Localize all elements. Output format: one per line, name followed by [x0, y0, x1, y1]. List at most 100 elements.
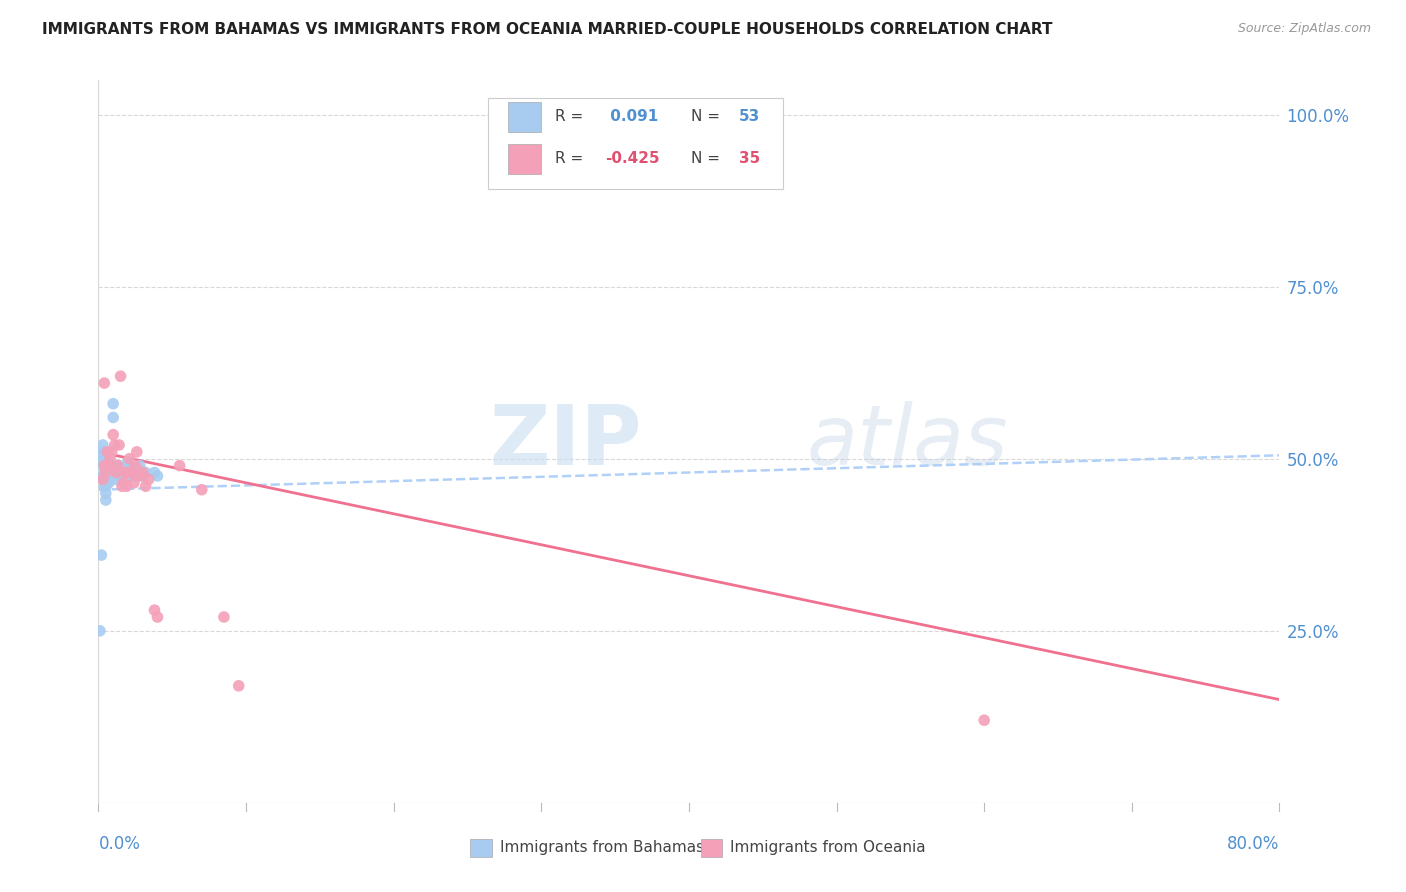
FancyBboxPatch shape [488, 98, 783, 189]
Point [107, 462, 129, 476]
Text: Source: ZipAtlas.com: Source: ZipAtlas.com [1237, 22, 1371, 36]
Point [132, 466, 155, 480]
Point [94, 466, 117, 480]
Point [91, 472, 114, 486]
Text: Immigrants from Bahamas: Immigrants from Bahamas [501, 840, 704, 855]
Text: 80.0%: 80.0% [1227, 835, 1279, 854]
Text: 53: 53 [738, 109, 759, 124]
Point [120, 466, 142, 480]
Point [143, 466, 166, 480]
Point [105, 466, 128, 480]
Point [146, 610, 169, 624]
Text: N =: N = [692, 109, 725, 124]
Point [100, 469, 122, 483]
Point [135, 466, 157, 480]
Text: atlas: atlas [807, 401, 1008, 482]
Text: 0.091: 0.091 [605, 109, 658, 124]
Point [98, 458, 121, 473]
Point [973, 713, 995, 727]
Point [110, 369, 132, 384]
Point [93, 472, 115, 486]
Point [120, 469, 142, 483]
Text: IMMIGRANTS FROM BAHAMAS VS IMMIGRANTS FROM OCEANIA MARRIED-COUPLE HOUSEHOLDS COR: IMMIGRANTS FROM BAHAMAS VS IMMIGRANTS FR… [42, 22, 1053, 37]
Point [100, 445, 122, 459]
Point [117, 455, 139, 469]
Point [89, 624, 111, 638]
Point [94, 479, 117, 493]
Point [146, 469, 169, 483]
Point [97, 458, 120, 473]
Point [122, 475, 145, 490]
FancyBboxPatch shape [508, 102, 541, 132]
Point [96, 445, 118, 459]
Point [103, 410, 125, 425]
Point [91, 445, 114, 459]
Point [105, 472, 128, 486]
Text: 35: 35 [738, 151, 759, 166]
Point [114, 458, 136, 473]
Point [93, 479, 115, 493]
Point [115, 466, 138, 480]
Text: R =: R = [555, 151, 589, 166]
Point [114, 466, 136, 480]
Text: R =: R = [555, 109, 589, 124]
Point [91, 458, 114, 473]
Point [90, 548, 112, 562]
Point [96, 466, 118, 480]
Point [169, 458, 191, 473]
Point [110, 469, 132, 483]
Point [228, 679, 250, 693]
Point [103, 427, 125, 442]
Point [104, 438, 127, 452]
Text: N =: N = [692, 151, 725, 166]
Point [93, 458, 115, 473]
Point [94, 458, 117, 473]
Point [135, 479, 157, 493]
Point [94, 466, 117, 480]
Point [100, 462, 122, 476]
Point [138, 472, 160, 486]
Point [91, 469, 114, 483]
FancyBboxPatch shape [508, 144, 541, 174]
Point [105, 466, 128, 480]
Point [93, 458, 115, 473]
FancyBboxPatch shape [471, 838, 492, 857]
Point [91, 438, 114, 452]
Point [93, 466, 115, 480]
Point [96, 472, 118, 486]
Point [94, 486, 117, 500]
Point [112, 462, 135, 476]
Point [107, 458, 129, 473]
Point [110, 462, 132, 476]
Point [98, 466, 121, 480]
Point [111, 466, 134, 480]
Point [115, 479, 138, 493]
Point [94, 493, 117, 508]
Point [124, 458, 146, 473]
Point [118, 451, 141, 466]
Point [212, 610, 235, 624]
Point [93, 376, 115, 390]
Point [97, 462, 120, 476]
Point [124, 469, 146, 483]
Point [121, 466, 143, 480]
Point [191, 483, 214, 497]
Text: Immigrants from Oceania: Immigrants from Oceania [730, 840, 927, 855]
Point [93, 451, 115, 466]
Point [112, 475, 135, 490]
Point [117, 462, 139, 476]
Point [91, 451, 114, 466]
Point [111, 479, 134, 493]
Point [107, 469, 129, 483]
Point [97, 455, 120, 469]
Point [97, 469, 120, 483]
Point [98, 451, 121, 466]
Point [114, 466, 136, 480]
Point [108, 458, 131, 473]
Point [125, 445, 148, 459]
Point [143, 603, 166, 617]
Point [103, 397, 125, 411]
Point [94, 472, 117, 486]
Text: ZIP: ZIP [489, 401, 641, 482]
Point [117, 466, 139, 480]
